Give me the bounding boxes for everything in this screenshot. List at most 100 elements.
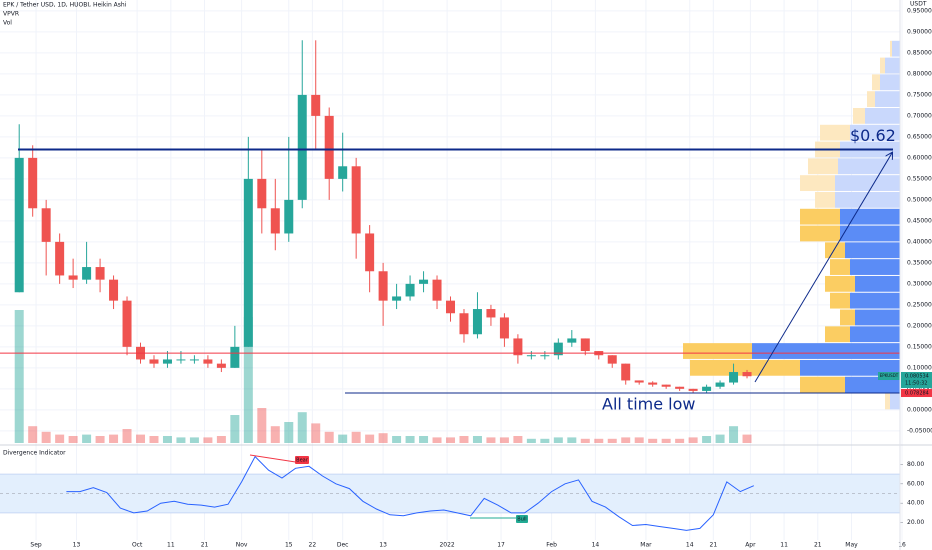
- x-tick-label: Oct: [132, 542, 143, 549]
- x-tick-label: Sep: [30, 542, 42, 549]
- vp-down: [800, 208, 840, 225]
- candle-body: [540, 355, 550, 357]
- candle-body: [607, 355, 617, 364]
- y-tick-label: 60.00: [907, 480, 924, 487]
- candle-body: [729, 372, 739, 383]
- volume-bar: [216, 436, 226, 443]
- volume-bar: [729, 426, 739, 443]
- levels: $0.62 All time low: [0, 126, 900, 414]
- vp-up: [885, 57, 900, 74]
- volume-bar: [365, 434, 375, 443]
- candle-body: [580, 338, 590, 352]
- volume-bar: [634, 437, 644, 443]
- volume-bar: [338, 434, 348, 443]
- candle-body: [634, 380, 644, 383]
- last-price-symbol: EPKUSDT: [880, 373, 899, 378]
- candle-body: [270, 208, 280, 234]
- vp-down: [830, 259, 850, 275]
- candle-body: [499, 317, 509, 339]
- x-tick-label: 13: [379, 542, 387, 549]
- candle-body: [311, 94, 321, 116]
- bull-tag: [516, 515, 528, 523]
- volume-bar: [189, 437, 199, 443]
- candle-body: [688, 388, 698, 391]
- vp-up: [865, 107, 900, 124]
- x-tick-label: Apr: [745, 542, 756, 549]
- volume-bar: [621, 437, 631, 443]
- y-tick-label: 20.00: [907, 519, 924, 526]
- volume-bar: [14, 310, 24, 443]
- volume-bar: [648, 438, 658, 443]
- volume-bar: [607, 438, 617, 443]
- x-tick-label: 17: [497, 542, 505, 549]
- vp-down: [853, 107, 865, 124]
- volume-bar: [82, 434, 92, 443]
- candle-body: [284, 199, 294, 234]
- vp-up: [840, 208, 900, 225]
- candle-body: [392, 296, 402, 301]
- vp-up: [752, 343, 900, 359]
- vp-down: [830, 292, 850, 309]
- candle-body: [230, 346, 240, 368]
- vp-up: [855, 309, 900, 326]
- x-tick-label: 11: [167, 542, 175, 549]
- candle-body: [55, 241, 65, 276]
- vp-up: [845, 242, 900, 259]
- vp-down: [825, 275, 855, 292]
- candle-body: [149, 359, 159, 364]
- y-tick-label: 0.950000: [907, 7, 932, 14]
- volume-bar: [661, 438, 671, 443]
- low-price-value: 0.078284: [905, 391, 929, 397]
- candle-body: [176, 359, 186, 361]
- candle-body: [742, 372, 752, 377]
- volume-bar: [540, 438, 550, 443]
- vp-down: [690, 359, 800, 376]
- candle-body: [82, 267, 92, 280]
- vp-up: [840, 225, 900, 242]
- vp-up: [850, 326, 900, 343]
- vp-up: [850, 259, 900, 275]
- candle-body: [405, 283, 415, 297]
- x-tick-label: 21: [814, 542, 822, 549]
- vp-down: [808, 158, 838, 175]
- volume-bar: [378, 433, 388, 443]
- bear-tag: [295, 456, 309, 464]
- volume-bar: [513, 436, 523, 443]
- candle-body: [189, 359, 199, 361]
- volume-bar: [230, 415, 240, 443]
- candle-body: [365, 233, 375, 272]
- candle-body: [297, 94, 307, 200]
- volume-bar: [55, 434, 65, 443]
- x-tick-label: 22: [309, 542, 317, 549]
- vp-down: [800, 175, 835, 191]
- vp-up: [850, 292, 900, 309]
- arrow: [754, 153, 892, 383]
- candle-body: [702, 386, 712, 391]
- candle-body: [715, 382, 725, 387]
- candle-body: [351, 166, 361, 234]
- candle-body: [675, 386, 685, 389]
- volume-bar: [405, 436, 415, 443]
- candle-body: [648, 382, 658, 385]
- volume-bar: [688, 437, 698, 443]
- volume-bar: [297, 412, 307, 443]
- y-tick-label: 40.00: [907, 500, 924, 507]
- candle-body: [567, 338, 577, 343]
- volume-bar: [567, 437, 577, 443]
- x-tick-label: 14: [592, 542, 600, 549]
- annotation: $0.62: [850, 126, 896, 145]
- volume-bar: [446, 437, 456, 443]
